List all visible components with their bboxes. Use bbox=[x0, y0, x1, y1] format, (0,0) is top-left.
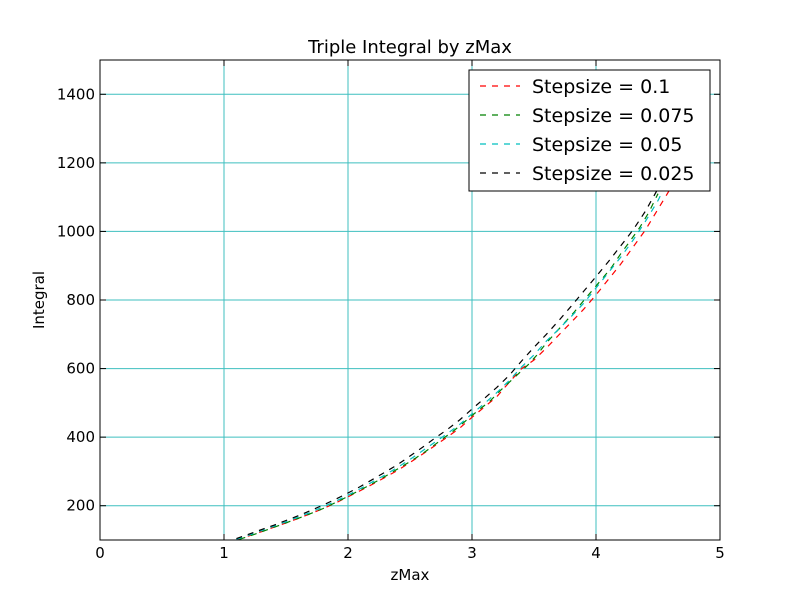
x-tick-label: 0 bbox=[95, 544, 105, 562]
legend-box bbox=[468, 69, 711, 192]
y-tick-label: 400 bbox=[66, 428, 95, 446]
y-tick-label: 1000 bbox=[57, 222, 95, 240]
legend-label: Stepsize = 0.1 bbox=[532, 76, 670, 98]
legend-label: Stepsize = 0.025 bbox=[532, 163, 695, 185]
x-tick-label: 1 bbox=[219, 544, 229, 562]
axis-ticks: 0 1 2 3 4 5 200 400 600 800 1000 1200 1400 bbox=[57, 60, 725, 562]
y-tick-label: 600 bbox=[66, 360, 95, 378]
y-tick-label: 1400 bbox=[57, 85, 95, 103]
series-line-3 bbox=[236, 162, 671, 540]
y-axis-label: Integral bbox=[30, 271, 48, 329]
x-tick-label: 4 bbox=[591, 544, 601, 562]
x-tick-label: 2 bbox=[343, 544, 353, 562]
legend-label: Stepsize = 0.05 bbox=[532, 134, 682, 156]
series-lines bbox=[236, 162, 671, 540]
y-tick-label: 1200 bbox=[57, 154, 95, 172]
chart-title: Triple Integral by zMax bbox=[307, 37, 512, 58]
y-tick-label: 200 bbox=[66, 497, 95, 515]
series-line-1 bbox=[239, 193, 659, 540]
y-tick-label: 800 bbox=[66, 291, 95, 309]
x-axis-label: zMax bbox=[391, 566, 430, 584]
x-tick-label: 3 bbox=[467, 544, 477, 562]
x-tick-label: 5 bbox=[715, 544, 725, 562]
series-line-2 bbox=[236, 174, 671, 540]
legend-label: Stepsize = 0.075 bbox=[532, 105, 695, 127]
legend: Stepsize = 0.1 Stepsize = 0.075 Stepsize =… bbox=[468, 69, 711, 192]
